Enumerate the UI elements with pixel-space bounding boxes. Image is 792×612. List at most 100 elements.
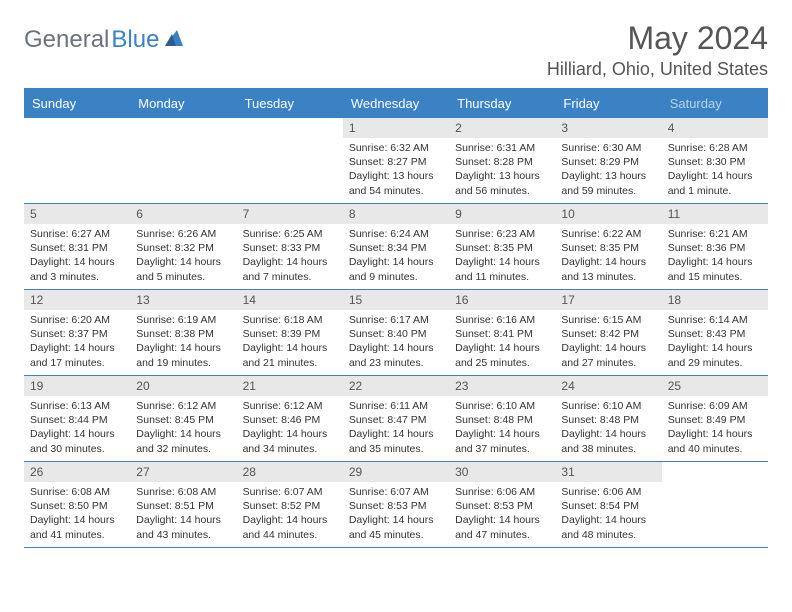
- calendar-cell: 26Sunrise: 6:08 AMSunset: 8:50 PMDayligh…: [24, 462, 130, 548]
- calendar-cell: 15Sunrise: 6:17 AMSunset: 8:40 PMDayligh…: [343, 290, 449, 376]
- calendar-cell: 19Sunrise: 6:13 AMSunset: 8:44 PMDayligh…: [24, 376, 130, 462]
- day-number: 27: [130, 462, 236, 482]
- day-details: Sunrise: 6:27 AMSunset: 8:31 PMDaylight:…: [24, 224, 130, 287]
- calendar-cell: [24, 118, 130, 204]
- title-block: May 2024 Hilliard, Ohio, United States: [547, 20, 768, 80]
- day-details: Sunrise: 6:12 AMSunset: 8:46 PMDaylight:…: [237, 396, 343, 459]
- calendar-cell: 18Sunrise: 6:14 AMSunset: 8:43 PMDayligh…: [662, 290, 768, 376]
- day-number: 10: [555, 204, 661, 224]
- day-number: 28: [237, 462, 343, 482]
- calendar-cell: 1Sunrise: 6:32 AMSunset: 8:27 PMDaylight…: [343, 118, 449, 204]
- day-number: 2: [449, 118, 555, 138]
- day-details: Sunrise: 6:26 AMSunset: 8:32 PMDaylight:…: [130, 224, 236, 287]
- day-details: Sunrise: 6:19 AMSunset: 8:38 PMDaylight:…: [130, 310, 236, 373]
- day-details: Sunrise: 6:21 AMSunset: 8:36 PMDaylight:…: [662, 224, 768, 287]
- calendar-cell: [130, 118, 236, 204]
- day-details: Sunrise: 6:16 AMSunset: 8:41 PMDaylight:…: [449, 310, 555, 373]
- day-number: 18: [662, 290, 768, 310]
- day-number: 31: [555, 462, 661, 482]
- calendar-cell: 17Sunrise: 6:15 AMSunset: 8:42 PMDayligh…: [555, 290, 661, 376]
- day-number: 9: [449, 204, 555, 224]
- calendar-cell: 11Sunrise: 6:21 AMSunset: 8:36 PMDayligh…: [662, 204, 768, 290]
- calendar-cell: 24Sunrise: 6:10 AMSunset: 8:48 PMDayligh…: [555, 376, 661, 462]
- calendar-cell: [237, 118, 343, 204]
- day-details: Sunrise: 6:20 AMSunset: 8:37 PMDaylight:…: [24, 310, 130, 373]
- month-title: May 2024: [547, 20, 768, 57]
- calendar-cell: 16Sunrise: 6:16 AMSunset: 8:41 PMDayligh…: [449, 290, 555, 376]
- day-details: Sunrise: 6:12 AMSunset: 8:45 PMDaylight:…: [130, 396, 236, 459]
- day-details: Sunrise: 6:30 AMSunset: 8:29 PMDaylight:…: [555, 138, 661, 201]
- calendar-cell: 7Sunrise: 6:25 AMSunset: 8:33 PMDaylight…: [237, 204, 343, 290]
- day-details: Sunrise: 6:18 AMSunset: 8:39 PMDaylight:…: [237, 310, 343, 373]
- day-details: Sunrise: 6:13 AMSunset: 8:44 PMDaylight:…: [24, 396, 130, 459]
- calendar-body: 1Sunrise: 6:32 AMSunset: 8:27 PMDaylight…: [24, 118, 768, 548]
- calendar-row: 26Sunrise: 6:08 AMSunset: 8:50 PMDayligh…: [24, 462, 768, 548]
- calendar-page: GeneralBlue May 2024 Hilliard, Ohio, Uni…: [0, 0, 792, 568]
- day-header-thu: Thursday: [449, 89, 555, 118]
- day-number: 24: [555, 376, 661, 396]
- day-number: 23: [449, 376, 555, 396]
- day-number: 26: [24, 462, 130, 482]
- day-number: 8: [343, 204, 449, 224]
- calendar-cell: 8Sunrise: 6:24 AMSunset: 8:34 PMDaylight…: [343, 204, 449, 290]
- header: GeneralBlue May 2024 Hilliard, Ohio, Uni…: [24, 20, 768, 80]
- calendar-cell: 31Sunrise: 6:06 AMSunset: 8:54 PMDayligh…: [555, 462, 661, 548]
- day-header-tue: Tuesday: [237, 89, 343, 118]
- day-number: 19: [24, 376, 130, 396]
- day-details: Sunrise: 6:10 AMSunset: 8:48 PMDaylight:…: [555, 396, 661, 459]
- calendar-cell: 5Sunrise: 6:27 AMSunset: 8:31 PMDaylight…: [24, 204, 130, 290]
- calendar-cell: 28Sunrise: 6:07 AMSunset: 8:52 PMDayligh…: [237, 462, 343, 548]
- day-number: 1: [343, 118, 449, 138]
- calendar-cell: 9Sunrise: 6:23 AMSunset: 8:35 PMDaylight…: [449, 204, 555, 290]
- calendar-cell: 2Sunrise: 6:31 AMSunset: 8:28 PMDaylight…: [449, 118, 555, 204]
- location: Hilliard, Ohio, United States: [547, 59, 768, 80]
- calendar-cell: 4Sunrise: 6:28 AMSunset: 8:30 PMDaylight…: [662, 118, 768, 204]
- calendar-cell: 29Sunrise: 6:07 AMSunset: 8:53 PMDayligh…: [343, 462, 449, 548]
- day-number: 3: [555, 118, 661, 138]
- day-number: 13: [130, 290, 236, 310]
- day-details: Sunrise: 6:22 AMSunset: 8:35 PMDaylight:…: [555, 224, 661, 287]
- calendar-table: Sunday Monday Tuesday Wednesday Thursday…: [24, 88, 768, 548]
- calendar-row: 1Sunrise: 6:32 AMSunset: 8:27 PMDaylight…: [24, 118, 768, 204]
- day-number: 21: [237, 376, 343, 396]
- calendar-row: 19Sunrise: 6:13 AMSunset: 8:44 PMDayligh…: [24, 376, 768, 462]
- day-number: 15: [343, 290, 449, 310]
- day-number: 7: [237, 204, 343, 224]
- day-details: Sunrise: 6:31 AMSunset: 8:28 PMDaylight:…: [449, 138, 555, 201]
- calendar-cell: 10Sunrise: 6:22 AMSunset: 8:35 PMDayligh…: [555, 204, 661, 290]
- day-number: 25: [662, 376, 768, 396]
- logo: GeneralBlue: [24, 26, 185, 54]
- day-details: Sunrise: 6:08 AMSunset: 8:50 PMDaylight:…: [24, 482, 130, 545]
- day-header-sat: Saturday: [662, 89, 768, 118]
- day-header-mon: Monday: [130, 89, 236, 118]
- calendar-cell: 21Sunrise: 6:12 AMSunset: 8:46 PMDayligh…: [237, 376, 343, 462]
- day-number: 12: [24, 290, 130, 310]
- day-number: 11: [662, 204, 768, 224]
- calendar-cell: 3Sunrise: 6:30 AMSunset: 8:29 PMDaylight…: [555, 118, 661, 204]
- day-number: 4: [662, 118, 768, 138]
- sail-icon: [163, 28, 185, 53]
- calendar-cell: 13Sunrise: 6:19 AMSunset: 8:38 PMDayligh…: [130, 290, 236, 376]
- calendar-cell: 30Sunrise: 6:06 AMSunset: 8:53 PMDayligh…: [449, 462, 555, 548]
- day-details: Sunrise: 6:32 AMSunset: 8:27 PMDaylight:…: [343, 138, 449, 201]
- day-details: Sunrise: 6:06 AMSunset: 8:54 PMDaylight:…: [555, 482, 661, 545]
- day-number: 20: [130, 376, 236, 396]
- day-details: Sunrise: 6:17 AMSunset: 8:40 PMDaylight:…: [343, 310, 449, 373]
- day-header-wed: Wednesday: [343, 89, 449, 118]
- day-number: 29: [343, 462, 449, 482]
- day-number: 22: [343, 376, 449, 396]
- day-details: Sunrise: 6:14 AMSunset: 8:43 PMDaylight:…: [662, 310, 768, 373]
- day-number: 14: [237, 290, 343, 310]
- day-number: 6: [130, 204, 236, 224]
- day-number: 17: [555, 290, 661, 310]
- day-details: Sunrise: 6:06 AMSunset: 8:53 PMDaylight:…: [449, 482, 555, 545]
- day-number: 30: [449, 462, 555, 482]
- calendar-row: 12Sunrise: 6:20 AMSunset: 8:37 PMDayligh…: [24, 290, 768, 376]
- day-header-row: Sunday Monday Tuesday Wednesday Thursday…: [24, 89, 768, 118]
- day-details: Sunrise: 6:07 AMSunset: 8:52 PMDaylight:…: [237, 482, 343, 545]
- logo-text-blue: Blue: [111, 26, 159, 54]
- day-details: Sunrise: 6:28 AMSunset: 8:30 PMDaylight:…: [662, 138, 768, 201]
- calendar-cell: 20Sunrise: 6:12 AMSunset: 8:45 PMDayligh…: [130, 376, 236, 462]
- calendar-cell: 12Sunrise: 6:20 AMSunset: 8:37 PMDayligh…: [24, 290, 130, 376]
- day-details: Sunrise: 6:15 AMSunset: 8:42 PMDaylight:…: [555, 310, 661, 373]
